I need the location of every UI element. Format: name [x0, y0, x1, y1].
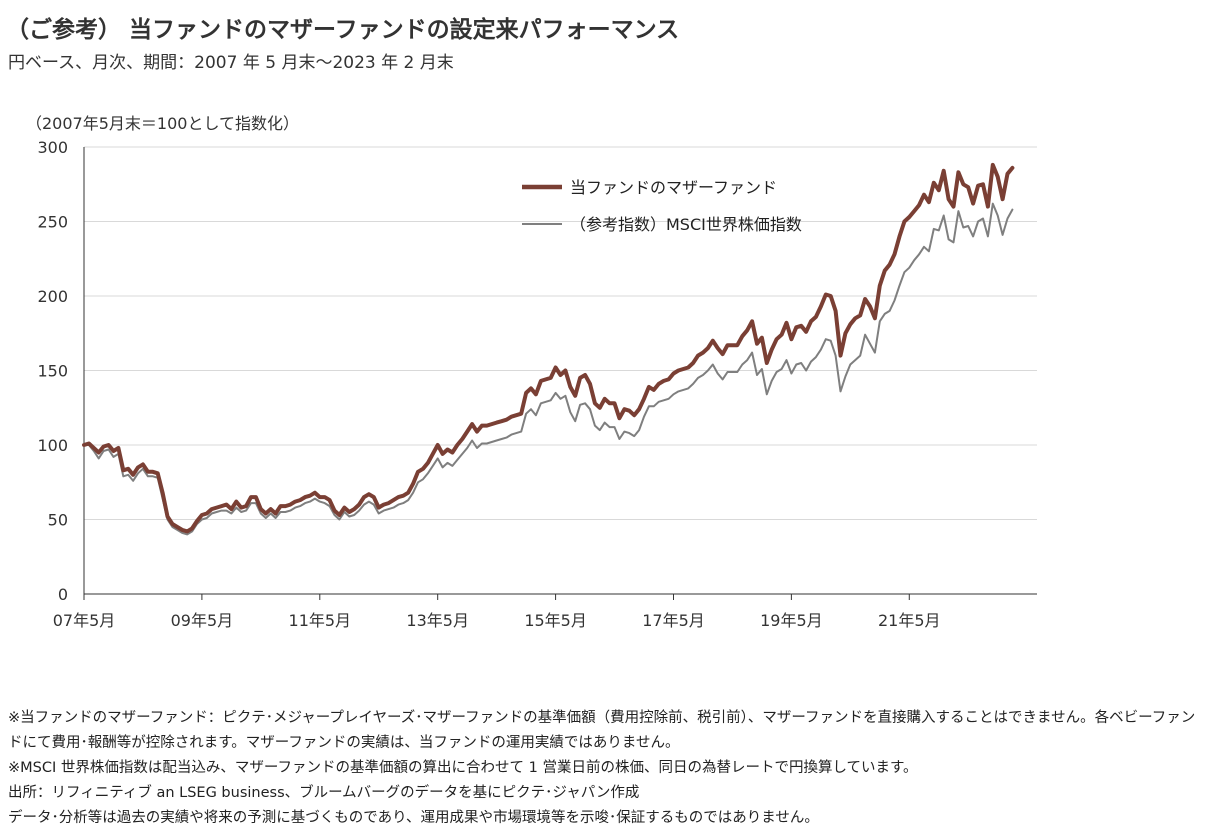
y-tick-label: 250 [37, 213, 68, 232]
series-line-msci [83, 202, 1014, 536]
series-line-mother-fund [82, 162, 1015, 534]
y-tick-label: 0 [58, 585, 68, 604]
footnotes: ※当ファンドのマザーファンド：ピクテ･メジャープレイヤーズ･マザーファンドの基準… [8, 706, 1203, 831]
x-tick-label: 15年5月 [524, 611, 587, 630]
x-tick-label: 19年5月 [760, 611, 823, 630]
x-tick-label: 07年5月 [53, 611, 116, 630]
y-tick-label: 100 [37, 436, 68, 455]
y-tick-label: 300 [37, 138, 68, 157]
x-tick-label: 11年5月 [289, 611, 352, 630]
y-tick-label: 50 [48, 511, 68, 530]
legend-label: （参考指数）MSCI世界株価指数 [570, 215, 802, 234]
y-tick-label: 150 [37, 362, 68, 381]
footnote-msci: ※MSCI 世界株価指数は配当込み、マザーファンドの基準価額の算出に合わせて 1… [8, 760, 918, 776]
footnote-disclaimer: データ･分析等は過去の実績や将来の予測に基づくものであり、運用成果や市場環境等を… [8, 810, 819, 826]
unit-label: （2007年5月末＝100として指数化） [26, 114, 299, 133]
page-subtitle: 円ベース、月次、期間：2007 年 5 月末～2023 年 2 月末 [8, 53, 454, 73]
footnote-source: 出所：リフィニティブ an LSEG business、ブルームバーグのデータを… [8, 785, 640, 801]
page-title: （ご参考） 当ファンドのマザーファンドの設定来パフォーマンス [6, 17, 680, 43]
performance-line-chart: 0 50 100 150 200 250 300 07年5月 09年5月 11年5月 13年5月 1… [37, 138, 1037, 630]
chart-gridlines [83, 146, 1037, 595]
footnote-mother-fund: ※当ファンドのマザーファンド：ピクテ･メジャープレイヤーズ･マザーファンドの基準… [8, 710, 1196, 751]
chart-series-lines [82, 162, 1015, 536]
x-tick-label: 17年5月 [642, 611, 705, 630]
chart-legend: 当ファンドのマザーファンド （参考指数）MSCI世界株価指数 [522, 178, 802, 234]
x-tick-label: 13年5月 [406, 611, 469, 630]
y-tick-label: 200 [37, 287, 68, 306]
x-tick-label: 21年5月 [878, 611, 941, 630]
y-axis-ticks: 0 50 100 150 200 250 300 [37, 138, 68, 604]
x-tick-label: 09年5月 [171, 611, 234, 630]
legend-label: 当ファンドのマザーファンド [570, 178, 777, 197]
x-axis-ticks: 07年5月 09年5月 11年5月 13年5月 15年5月 17年5月 19年5月 21年5月 [53, 594, 941, 630]
